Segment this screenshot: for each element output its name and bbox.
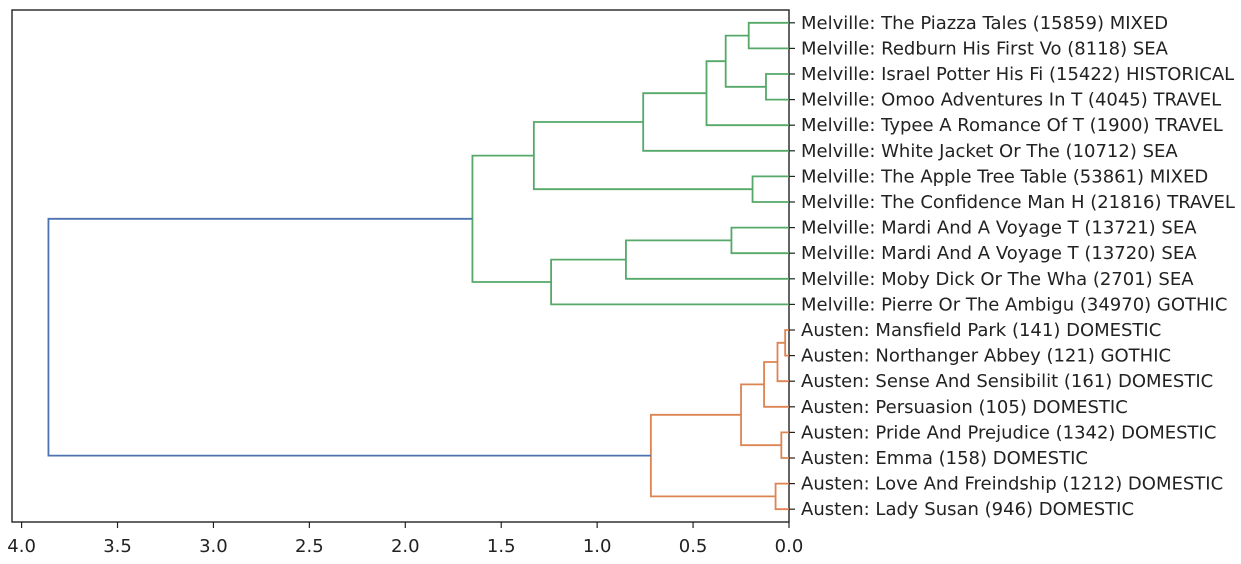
dendrogram-link — [763, 361, 789, 408]
leaf-label: Austen: Sense And Sensibilit (161) DOMES… — [801, 371, 1213, 392]
x-tick-label: 3.0 — [199, 536, 228, 557]
leaf-label: Melville: Omoo Adventures In T (4045) TR… — [801, 90, 1221, 111]
dendrogram-link — [776, 341, 789, 383]
plot-frame — [11, 9, 790, 523]
dendrogram-link — [471, 154, 552, 283]
leaf-label: Melville: Pierre Or The Ambigu (34970) G… — [801, 294, 1227, 315]
leaf-label: Melville: The Piazza Tales (15859) MIXED — [801, 13, 1168, 34]
dendrogram-link — [774, 482, 789, 511]
leaf-label: Austen: Emma (158) DOMESTIC — [801, 448, 1088, 469]
leaf-label: Austen: Northanger Abbey (121) GOTHIC — [801, 346, 1171, 367]
leaf-label: Melville: The Confidence Man H (21816) T… — [801, 192, 1235, 213]
leaf-label: Austen: Pride And Prejudice (1342) DOMES… — [801, 422, 1216, 443]
leaf-label: Melville: Typee A Romance Of T (1900) TR… — [801, 115, 1223, 136]
dendrogram-link — [765, 73, 789, 101]
dendrogram-link — [740, 383, 782, 447]
leaf-label: Melville: Redburn His First Vo (8118) SE… — [801, 38, 1169, 59]
dendrogram-link — [625, 239, 789, 280]
x-tick-label: 0.0 — [775, 536, 804, 557]
x-tick-label: 3.5 — [103, 536, 132, 557]
leaf-label: Austen: Mansfield Park (141) DOMESTIC — [801, 320, 1161, 341]
dendrogram-link — [780, 431, 789, 459]
x-tick-label: 2.5 — [295, 536, 324, 557]
dendrogram-link — [550, 258, 789, 306]
dendrogram-link — [649, 413, 776, 498]
dendrogram-link — [747, 21, 789, 50]
leaf-label: Melville: Mardi And A Voyage T (13721) S… — [801, 218, 1197, 239]
x-tick-label: 2.0 — [391, 536, 420, 557]
x-tick-label: 1.5 — [487, 536, 516, 557]
x-tick-label: 4.0 — [7, 536, 36, 557]
dendrogram-link — [642, 92, 789, 152]
dendrogram-link — [724, 34, 766, 88]
leaf-label: Austen: Persuasion (105) DOMESTIC — [801, 397, 1128, 418]
leaf-label: Austen: Love And Freindship (1212) DOMES… — [801, 474, 1223, 495]
leaf-label: Melville: Israel Potter His Fi (15422) H… — [801, 64, 1234, 85]
x-axis-ticks: 4.0 3.5 3.0 2.5 2.0 1.5 1.0 0.5 0.0 — [7, 522, 803, 557]
leaf-label: Melville: The Apple Tree Table (53861) M… — [801, 166, 1208, 187]
dendrogram-link — [751, 175, 789, 203]
x-tick-label: 0.5 — [679, 536, 708, 557]
dendrogram-link — [730, 226, 789, 255]
leaf-label: Melville: White Jacket Or The (10712) SE… — [801, 141, 1178, 162]
leaf-label: Austen: Lady Susan (946) DOMESTIC — [801, 499, 1134, 520]
dendrogram-link — [705, 60, 789, 127]
dendrogram-link — [47, 217, 651, 457]
dendrogram-links — [47, 21, 789, 511]
leaf-label: Melville: Moby Dick Or The Wha (2701) SE… — [801, 269, 1194, 290]
x-tick-label: 1.0 — [583, 536, 612, 557]
leaf-labels: Melville: The Piazza Tales (15859) MIXED… — [789, 13, 1235, 520]
leaf-label: Melville: Mardi And A Voyage T (13720) S… — [801, 243, 1197, 264]
